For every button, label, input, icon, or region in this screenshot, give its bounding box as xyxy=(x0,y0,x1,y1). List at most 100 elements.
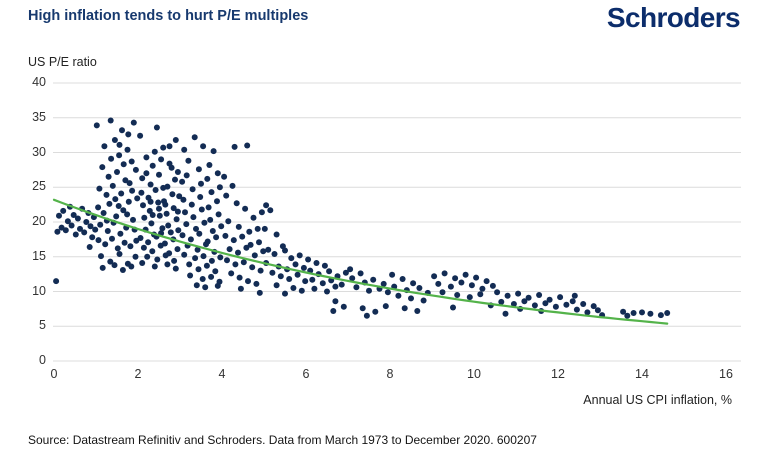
scatter-point xyxy=(139,175,146,182)
scatter-point xyxy=(439,289,446,296)
scatter-point xyxy=(172,137,179,143)
scatter-point xyxy=(193,225,199,232)
scatter-point xyxy=(87,223,94,230)
scatter-point xyxy=(111,137,118,143)
scatter-point xyxy=(121,239,128,246)
scatter-point xyxy=(130,119,137,126)
scatter-point xyxy=(98,253,104,260)
scatter-point xyxy=(148,220,155,227)
scatter-point xyxy=(218,223,225,230)
scatter-point xyxy=(382,303,389,310)
scatter-point xyxy=(435,280,442,287)
scatter-point xyxy=(95,237,102,244)
scatter-point xyxy=(296,252,303,259)
scatter-point xyxy=(128,158,135,165)
scatter-point xyxy=(129,187,136,194)
scatter-point xyxy=(536,292,543,298)
scatter-point xyxy=(200,143,207,150)
scatter-point xyxy=(128,263,135,270)
scatter-point xyxy=(132,166,139,173)
scatter-point xyxy=(254,225,261,232)
x-tick-label: 12 xyxy=(551,367,565,381)
scatter-point xyxy=(56,212,62,219)
scatter-point xyxy=(140,244,147,251)
scatter-point xyxy=(290,285,297,291)
scatter-point xyxy=(100,210,107,216)
y-tick-label: 10 xyxy=(32,283,46,298)
scatter-point xyxy=(176,193,183,200)
scatter-point xyxy=(265,246,272,253)
page-title: High inflation tends to hurt P/E multipl… xyxy=(28,8,309,24)
scatter-point xyxy=(207,216,214,223)
scatter-point xyxy=(212,268,219,275)
scatter-point xyxy=(108,155,115,162)
scatter-point xyxy=(137,235,144,241)
scatter-point xyxy=(357,270,364,277)
scatter-point xyxy=(109,235,115,242)
scatter-point xyxy=(483,278,490,285)
scatter-point xyxy=(311,285,318,292)
scatter-point xyxy=(191,134,198,141)
scatter-point xyxy=(113,213,120,220)
scatter-point xyxy=(194,246,201,253)
scatter-point xyxy=(571,292,578,299)
scatter-point xyxy=(163,210,170,217)
scatter-point xyxy=(156,205,162,212)
scatter-point xyxy=(116,152,123,159)
y-tick-label: 20 xyxy=(32,214,46,228)
x-axis-title: Annual US CPI inflation, % xyxy=(583,393,732,407)
y-tick-label: 25 xyxy=(32,179,46,194)
scatter-point xyxy=(120,161,127,168)
scatter-point xyxy=(70,212,77,218)
scatter-point xyxy=(192,255,199,262)
scatter-point xyxy=(557,294,564,301)
scatter-point xyxy=(330,308,337,314)
scatter-point xyxy=(106,200,113,207)
scatter-point xyxy=(235,223,242,230)
scatter-point xyxy=(479,285,486,292)
scatter-point xyxy=(93,122,100,129)
x-tick-label: 6 xyxy=(302,367,310,381)
scatter-point xyxy=(54,228,61,235)
scatter-point xyxy=(156,212,163,219)
scatter-point xyxy=(213,234,220,241)
scatter-point xyxy=(83,219,90,225)
scatter-point xyxy=(114,245,121,252)
scatter-point xyxy=(515,290,522,297)
scatter-points xyxy=(53,117,671,319)
scatter-point xyxy=(214,170,221,177)
scatter-point xyxy=(251,252,258,259)
x-tick-label: 0 xyxy=(50,367,58,381)
scatter-point xyxy=(208,273,215,280)
scatter-point xyxy=(179,232,186,239)
scatter-point xyxy=(205,204,212,211)
scatter-point xyxy=(165,222,172,229)
scatter-point xyxy=(244,142,251,149)
scatter-point xyxy=(96,185,103,192)
scatter-point xyxy=(187,272,194,279)
scatter-point xyxy=(182,209,188,216)
x-tick-label: 14 xyxy=(635,367,649,381)
scatter-point xyxy=(221,173,228,180)
scatter-point xyxy=(162,201,169,208)
scatter-point xyxy=(468,282,475,289)
scatter-point xyxy=(269,269,276,276)
scatter-point xyxy=(134,195,141,202)
scatter-point xyxy=(256,239,262,246)
scatter-point xyxy=(149,212,156,218)
scatter-point xyxy=(183,172,190,179)
scatter-point xyxy=(151,148,158,155)
scatter-point xyxy=(477,291,484,298)
scatter-point xyxy=(174,208,181,215)
scatter-point xyxy=(151,263,158,270)
scatter-point xyxy=(531,302,538,309)
scatter-point xyxy=(458,279,465,286)
scatter-point xyxy=(232,261,239,268)
scatter-point xyxy=(326,268,333,275)
scatter-point xyxy=(143,170,150,177)
scatter-point xyxy=(332,283,339,290)
scatter-point xyxy=(155,199,162,206)
scatter-point xyxy=(99,164,106,171)
scatter-point xyxy=(441,270,448,277)
